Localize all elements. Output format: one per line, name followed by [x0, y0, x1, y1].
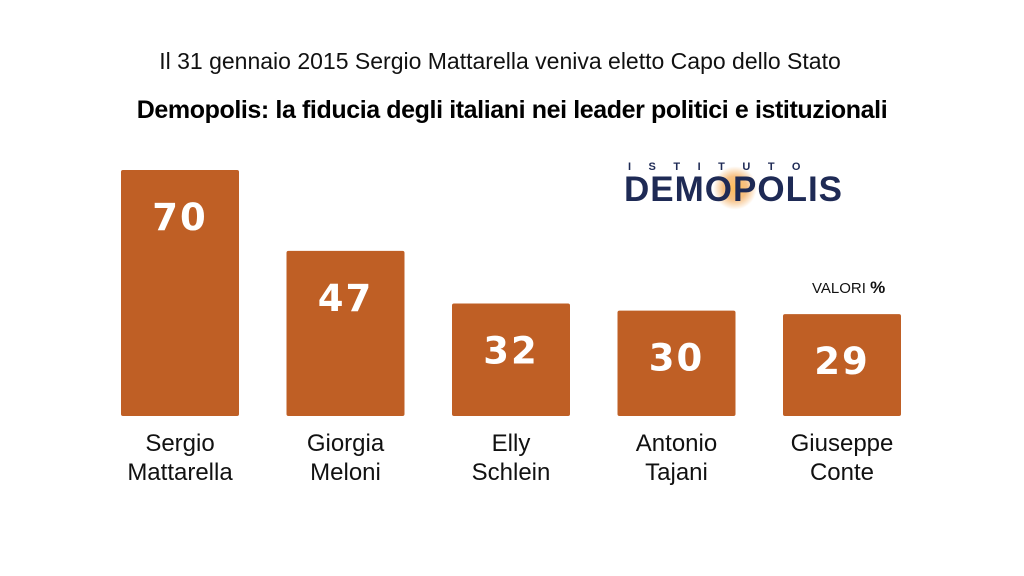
bar-value-3: 30	[649, 337, 705, 380]
logo-top-text: ISTITUTO	[628, 161, 818, 173]
bar-value-1: 47	[318, 277, 374, 320]
bar-4	[783, 314, 901, 416]
bar-2	[452, 303, 570, 416]
category-label-4-line-0: Giuseppe	[791, 430, 894, 457]
category-label-1-line-0: Giorgia	[307, 430, 385, 457]
demopolis-logo: ISTITUTO DEMOPOLIS	[624, 161, 880, 211]
category-label-2-line-0: Elly	[492, 430, 531, 457]
bar-value-2: 32	[483, 330, 539, 373]
category-label-2-line-1: Schlein	[472, 459, 551, 486]
bar-3	[617, 310, 736, 416]
category-label-4-line-1: Conte	[810, 459, 874, 486]
unit-note: VALORI %	[812, 278, 885, 298]
chart-subtitle: Il 31 gennaio 2015 Sergio Mattarella ven…	[159, 48, 841, 74]
bar-value-4: 29	[814, 340, 870, 383]
category-label-3-line-0: Antonio	[636, 430, 717, 457]
category-label-1-line-1: Meloni	[310, 459, 381, 486]
unit-label: VALORI	[812, 280, 866, 297]
logo-main-text: DEMOPOLIS	[624, 170, 844, 209]
category-label-0-line-1: Mattarella	[127, 459, 233, 486]
unit-symbol: %	[870, 278, 886, 297]
chart-title: Demopolis: la fiducia degli italiani nei…	[136, 96, 888, 124]
category-label-3-line-1: Tajani	[645, 459, 708, 486]
sun-icon	[713, 166, 757, 210]
bar-value-0: 70	[152, 196, 208, 239]
bar-1	[286, 250, 405, 416]
category-label-0-line-0: Sergio	[145, 430, 214, 457]
bar-0	[121, 170, 239, 416]
